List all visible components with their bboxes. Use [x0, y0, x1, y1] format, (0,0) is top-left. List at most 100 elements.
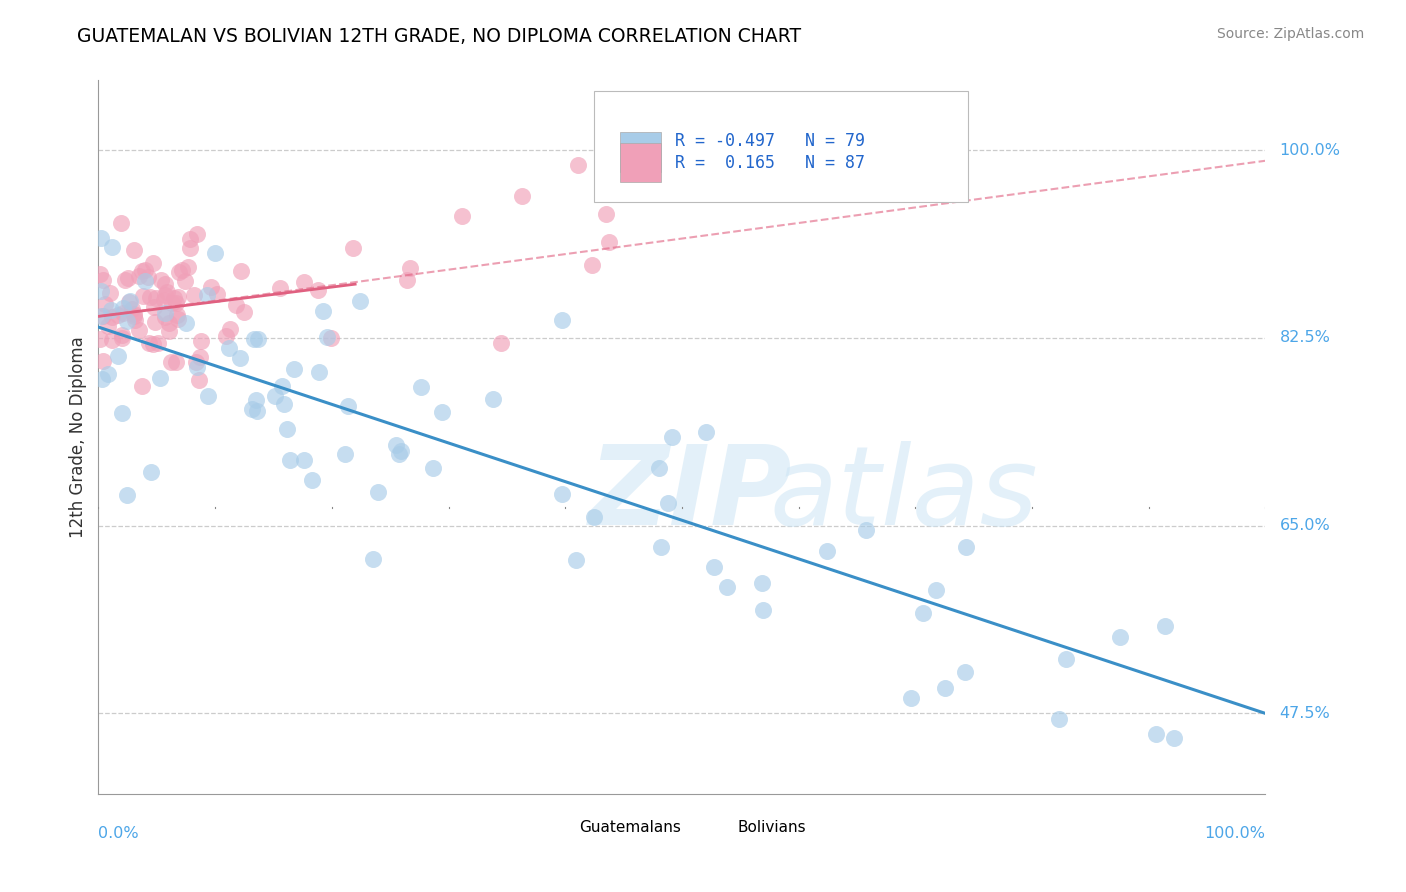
Point	[512, 189, 534, 203]
Point	[283, 362, 305, 376]
Point	[153, 293, 176, 308]
Text: atlas: atlas	[769, 441, 1038, 548]
Point	[179, 241, 201, 255]
Point	[232, 305, 254, 319]
Point	[100, 303, 122, 318]
Point	[751, 575, 773, 590]
Point	[243, 332, 266, 346]
Text: 65.0%: 65.0%	[1279, 518, 1330, 533]
Point	[301, 473, 323, 487]
Point	[90, 284, 112, 298]
Point	[912, 606, 935, 620]
Point	[101, 310, 124, 325]
Point	[153, 306, 176, 320]
Point	[115, 488, 138, 502]
Point	[657, 495, 679, 509]
Point	[91, 272, 114, 286]
Point	[98, 285, 121, 300]
Point	[177, 260, 200, 274]
Point	[955, 541, 977, 555]
Point	[111, 327, 134, 342]
Point	[398, 261, 420, 276]
Point	[349, 293, 371, 308]
Point	[195, 288, 218, 302]
Point	[1154, 618, 1177, 632]
Point	[263, 389, 285, 403]
Point	[292, 453, 315, 467]
Point	[91, 354, 114, 368]
Point	[165, 355, 187, 369]
Point	[321, 331, 343, 345]
Point	[136, 270, 159, 285]
Point	[200, 280, 222, 294]
Point	[163, 291, 186, 305]
Text: 82.5%: 82.5%	[1279, 330, 1330, 345]
Point	[229, 351, 252, 365]
Point	[107, 349, 129, 363]
Point	[598, 235, 620, 250]
Point	[188, 351, 211, 365]
Point	[118, 293, 141, 308]
Bar	[620, 143, 661, 182]
Point	[367, 484, 389, 499]
Point	[925, 583, 948, 598]
Point	[89, 332, 111, 346]
Point	[97, 318, 120, 333]
Point	[153, 310, 176, 325]
Text: R = -0.497   N = 79: R = -0.497 N = 79	[675, 132, 865, 150]
Point	[186, 359, 208, 374]
Point	[934, 681, 956, 695]
Point	[551, 487, 574, 501]
Point	[231, 264, 253, 278]
Point	[197, 389, 219, 403]
Point	[167, 311, 190, 326]
Point	[190, 334, 212, 348]
Point	[1163, 731, 1185, 746]
Point	[159, 355, 181, 369]
Point	[955, 665, 977, 679]
Text: 100.0%: 100.0%	[1205, 826, 1265, 841]
Point	[388, 447, 411, 461]
Point	[218, 322, 240, 336]
Point	[167, 290, 190, 304]
Point	[308, 365, 330, 379]
Point	[170, 263, 193, 277]
Text: Source: ZipAtlas.com: Source: ZipAtlas.com	[1216, 27, 1364, 41]
Point	[165, 296, 187, 310]
Point	[142, 256, 165, 270]
Point	[169, 265, 191, 279]
Point	[292, 275, 315, 289]
Point	[316, 330, 339, 344]
Point	[157, 316, 180, 330]
Point	[160, 295, 183, 310]
Point	[134, 274, 156, 288]
Point	[661, 430, 683, 444]
Point	[124, 313, 146, 327]
Text: Bolivians: Bolivians	[738, 820, 807, 835]
Point	[385, 437, 408, 451]
Text: R =  0.165   N = 87: R = 0.165 N = 87	[675, 153, 865, 171]
Point	[361, 552, 384, 566]
Point	[90, 230, 112, 244]
Point	[97, 367, 120, 381]
Point	[93, 297, 115, 311]
Point	[183, 288, 205, 302]
Point	[204, 245, 226, 260]
Point	[482, 392, 505, 406]
Y-axis label: 12th Grade, No Diploma: 12th Grade, No Diploma	[69, 336, 87, 538]
Point	[188, 373, 211, 387]
Point	[179, 232, 201, 246]
Point	[225, 298, 247, 312]
Point	[128, 323, 150, 337]
Point	[218, 341, 240, 355]
Point	[567, 157, 589, 171]
Point	[139, 466, 162, 480]
Point	[111, 331, 134, 345]
Point	[307, 283, 329, 297]
Point	[312, 304, 335, 318]
Point	[245, 392, 267, 407]
Point	[111, 306, 134, 320]
Point	[703, 560, 725, 574]
Point	[1054, 652, 1077, 666]
Text: ZIP: ZIP	[589, 441, 792, 548]
